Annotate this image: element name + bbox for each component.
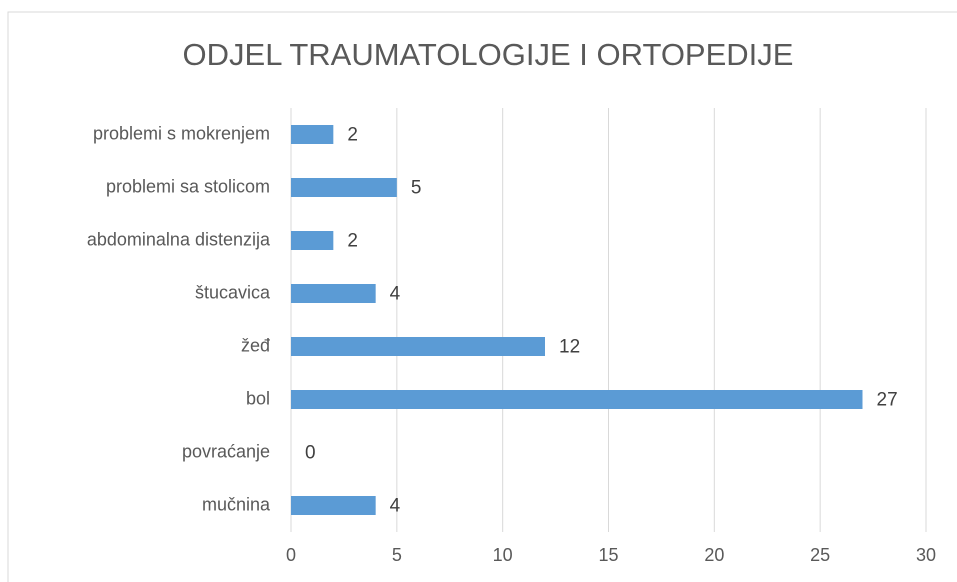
y-tick-label: štucavica [195, 282, 271, 302]
chart-border [7, 11, 957, 582]
y-tick-label: žeđ [241, 335, 270, 355]
bar [291, 125, 334, 144]
y-tick-label: problemi sa stolicom [106, 176, 270, 196]
y-tick-label: mučnina [202, 494, 271, 514]
x-tick-label: 0 [286, 545, 296, 565]
bar [291, 390, 863, 409]
bar [291, 178, 397, 197]
y-tick-label: bol [246, 388, 270, 408]
data-label: 4 [390, 496, 401, 517]
data-label: 4 [390, 284, 401, 305]
data-label: 2 [347, 231, 358, 252]
bar [291, 337, 545, 356]
data-label: 2 [347, 125, 358, 146]
y-tick-label: problemi s mokrenjem [93, 123, 270, 143]
data-label: 5 [411, 178, 422, 199]
x-tick-label: 30 [916, 545, 936, 565]
bar [291, 496, 376, 515]
x-tick-label: 5 [392, 545, 402, 565]
data-label: 27 [877, 390, 898, 411]
x-tick-label: 10 [493, 545, 513, 565]
x-tick-label: 20 [704, 545, 724, 565]
x-tick-label: 15 [598, 545, 618, 565]
chart-title: ODJEL TRAUMATOLOGIJE I ORTOPEDIJE [183, 37, 794, 72]
y-tick-label: povraćanje [182, 441, 270, 461]
data-label: 0 [305, 443, 316, 464]
data-label: 12 [559, 337, 580, 358]
y-tick-label: abdominalna distenzija [87, 229, 271, 249]
bar [291, 231, 334, 250]
x-tick-label: 25 [810, 545, 830, 565]
bar [291, 284, 376, 303]
